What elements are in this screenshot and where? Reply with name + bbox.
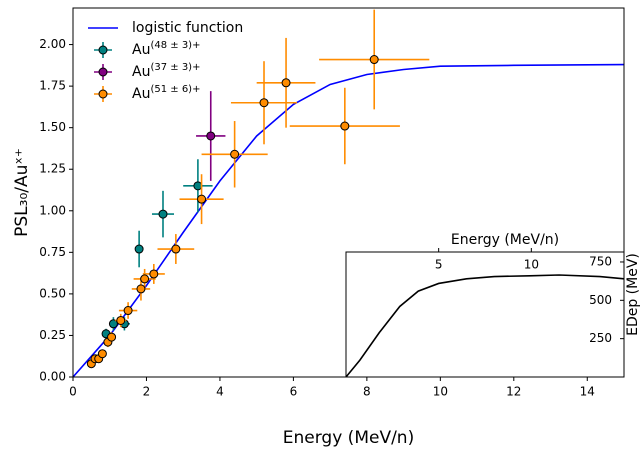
line (345, 274, 625, 378)
y-tick-label: 0.00 (39, 370, 66, 384)
x-tick-label: 5 (435, 258, 443, 272)
data-point (259, 98, 269, 108)
x-tick-label: 4 (216, 385, 224, 399)
legend-marker (98, 67, 108, 77)
fit-line (72, 63, 625, 378)
x-axis-label: Energy (MeV/n) (283, 428, 414, 448)
data-point (108, 319, 118, 329)
inset-frame (345, 251, 625, 378)
data-point (193, 181, 203, 191)
x-tick-label: 10 (433, 385, 448, 399)
x-tick-label: 8 (363, 385, 371, 399)
data-point (136, 284, 146, 294)
x-tick-label: 14 (580, 385, 595, 399)
data-point (116, 315, 126, 325)
y-tick-label: 0.75 (39, 245, 66, 259)
y-tick-label: 0.25 (39, 328, 66, 342)
data-point (107, 332, 117, 342)
y-tick-label: 750 (589, 254, 612, 268)
data-point (230, 149, 240, 159)
data-point (197, 194, 207, 204)
x-tick-label: 10 (524, 258, 539, 272)
data-point (140, 274, 150, 284)
y-tick-label: 1.00 (39, 203, 66, 217)
y-tick-label: 1.75 (39, 79, 66, 93)
y-tick-label: 2.00 (39, 37, 66, 51)
data-point (149, 269, 159, 279)
legend-label: Au(37 ± 3)+ (132, 62, 200, 81)
y-tick-label: 250 (589, 331, 612, 345)
x-tick-label: 0 (69, 385, 77, 399)
y-tick-label: 0.50 (39, 286, 66, 300)
data-point (171, 244, 181, 254)
y-tick-label: 500 (589, 293, 612, 307)
data-point (123, 306, 133, 316)
y-axis-label: EDep (MeV) (625, 253, 641, 336)
legend-marker (98, 89, 108, 99)
legend-label: logistic function (132, 20, 243, 36)
legend-label: Au(48 ± 3)+ (132, 40, 200, 59)
data-point (206, 131, 216, 141)
x-tick-label: 6 (290, 385, 298, 399)
y-axis-label: PSL₃₀/Auˣ⁺ (12, 148, 32, 237)
data-point (369, 55, 379, 65)
data-point (134, 244, 144, 254)
x-tick-label: 12 (506, 385, 521, 399)
legend-marker (98, 45, 108, 55)
x-axis-label: Energy (MeV/n) (451, 232, 559, 248)
data-point (340, 121, 350, 131)
y-tick-label: 1.50 (39, 120, 66, 134)
data-point (158, 209, 168, 219)
y-tick-label: 1.25 (39, 162, 66, 176)
data-point (281, 78, 291, 88)
data-point (97, 349, 107, 359)
legend-label: Au(51 ± 6)+ (132, 84, 200, 103)
inset-area (346, 252, 624, 377)
x-tick-label: 2 (143, 385, 151, 399)
